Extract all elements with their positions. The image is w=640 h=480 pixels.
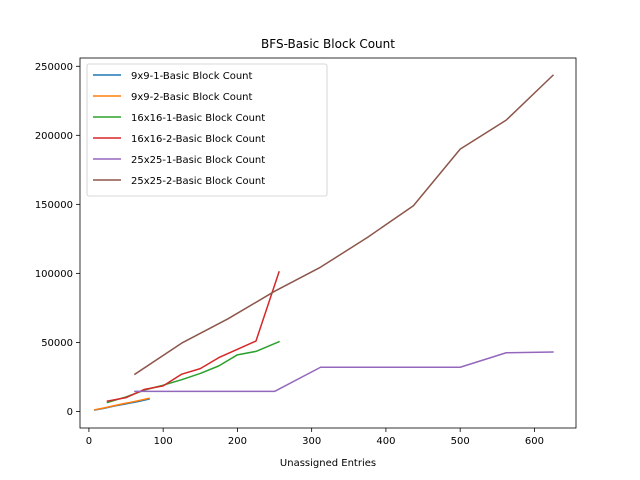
y-tick-label: 150000 bbox=[35, 200, 73, 211]
legend-label-1: 9x9-1-Basic Block Count bbox=[131, 71, 253, 82]
legend-label-6: 25x25-2-Basic Block Count bbox=[131, 176, 265, 187]
series-line-2 bbox=[93, 397, 150, 411]
x-tick-label: 600 bbox=[525, 436, 544, 447]
y-tick-label: 250000 bbox=[35, 62, 73, 73]
legend-box bbox=[86, 63, 328, 197]
x-axis-label: Unassigned Entries bbox=[280, 458, 376, 469]
series-line-6 bbox=[133, 74, 555, 376]
legend: 9x9-1-Basic Block Count 9x9-2-Basic Block… bbox=[86, 63, 328, 197]
y-tick-label: 100000 bbox=[35, 269, 73, 280]
x-tick-label: 0 bbox=[86, 436, 92, 447]
y-tick-label: 0 bbox=[67, 407, 73, 418]
series-line-5 bbox=[134, 351, 554, 393]
legend-label-4: 16x16-2-Basic Block Count bbox=[131, 134, 265, 145]
x-tick-label: 500 bbox=[451, 436, 470, 447]
legend-label-3: 16x16-1-Basic Block Count bbox=[131, 113, 265, 124]
x-axis: 0 100 200 300 400 500 600 bbox=[86, 428, 544, 447]
y-tick-label: 50000 bbox=[41, 338, 73, 349]
x-tick-label: 400 bbox=[376, 436, 395, 447]
x-tick-label: 300 bbox=[302, 436, 321, 447]
x-tick-label: 100 bbox=[154, 436, 173, 447]
series-line-4 bbox=[106, 271, 280, 402]
y-tick-label: 200000 bbox=[35, 131, 73, 142]
legend-label-2: 9x9-2-Basic Block Count bbox=[131, 92, 253, 103]
chart-title: BFS-Basic Block Count bbox=[261, 37, 395, 51]
x-tick-label: 200 bbox=[228, 436, 247, 447]
legend-label-5: 25x25-1-Basic Block Count bbox=[131, 155, 265, 166]
y-axis: 0 50000 100000 150000 200000 250000 bbox=[35, 62, 80, 418]
plot-area bbox=[93, 74, 555, 411]
axes-frame bbox=[79, 57, 577, 429]
